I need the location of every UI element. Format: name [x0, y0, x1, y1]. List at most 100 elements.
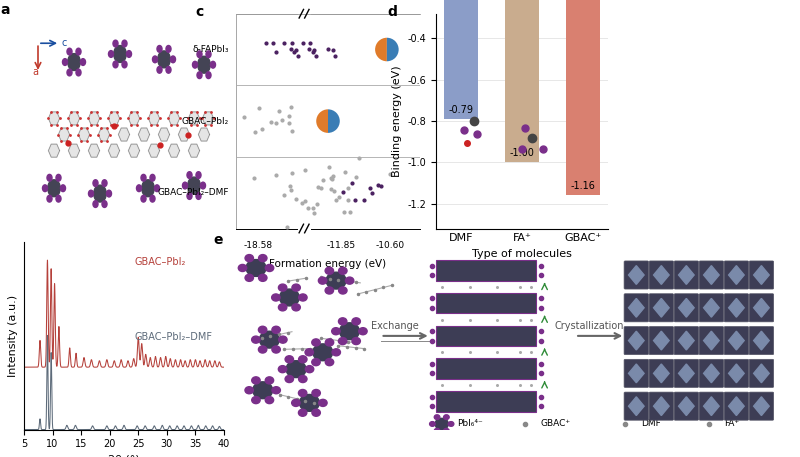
Polygon shape — [729, 331, 744, 350]
Circle shape — [197, 72, 202, 79]
Polygon shape — [138, 128, 150, 141]
Circle shape — [137, 185, 142, 191]
Polygon shape — [69, 112, 80, 125]
Circle shape — [109, 51, 114, 58]
FancyBboxPatch shape — [674, 392, 698, 420]
Circle shape — [338, 267, 347, 274]
Circle shape — [298, 294, 307, 301]
Polygon shape — [678, 298, 694, 317]
Polygon shape — [754, 364, 770, 383]
Circle shape — [56, 195, 61, 202]
Circle shape — [252, 397, 260, 404]
Circle shape — [312, 389, 320, 397]
Polygon shape — [202, 112, 214, 125]
Circle shape — [278, 284, 287, 291]
Circle shape — [312, 339, 320, 346]
Polygon shape — [654, 298, 669, 317]
Polygon shape — [98, 128, 110, 141]
Circle shape — [444, 415, 449, 420]
Polygon shape — [129, 112, 140, 125]
Circle shape — [153, 56, 158, 63]
Circle shape — [312, 409, 320, 416]
Circle shape — [338, 318, 347, 325]
Circle shape — [122, 40, 127, 47]
FancyBboxPatch shape — [749, 326, 774, 355]
FancyBboxPatch shape — [724, 294, 749, 322]
Circle shape — [182, 182, 187, 189]
Circle shape — [272, 387, 281, 394]
Text: PbI₆⁴⁻: PbI₆⁴⁻ — [458, 420, 483, 429]
Polygon shape — [654, 266, 669, 284]
Polygon shape — [729, 364, 744, 383]
Circle shape — [187, 192, 192, 199]
Circle shape — [245, 387, 254, 394]
Polygon shape — [629, 364, 644, 383]
Circle shape — [198, 56, 210, 73]
Polygon shape — [754, 397, 770, 415]
Circle shape — [326, 339, 334, 346]
Circle shape — [278, 366, 286, 373]
Circle shape — [157, 66, 162, 73]
Polygon shape — [89, 144, 100, 157]
Circle shape — [201, 182, 206, 189]
Circle shape — [142, 180, 154, 197]
Polygon shape — [58, 128, 70, 141]
FancyBboxPatch shape — [699, 392, 724, 420]
Polygon shape — [678, 266, 694, 284]
Polygon shape — [754, 266, 770, 284]
FancyBboxPatch shape — [436, 358, 536, 379]
Polygon shape — [678, 364, 694, 383]
Text: e: e — [214, 233, 223, 247]
Circle shape — [298, 356, 307, 363]
Polygon shape — [169, 112, 180, 125]
Circle shape — [114, 46, 126, 63]
GBAC–PbI₂–DMF — [169, 427, 178, 432]
Polygon shape — [629, 397, 644, 415]
Circle shape — [210, 61, 215, 68]
Polygon shape — [629, 331, 644, 350]
FancyBboxPatch shape — [699, 261, 724, 289]
Circle shape — [196, 172, 201, 179]
Text: GBAC–PbI₂: GBAC–PbI₂ — [182, 117, 229, 126]
FancyBboxPatch shape — [624, 326, 649, 355]
FancyBboxPatch shape — [674, 359, 698, 388]
Circle shape — [76, 48, 81, 55]
Text: GBAC–PbI₂: GBAC–PbI₂ — [134, 257, 186, 267]
FancyBboxPatch shape — [649, 261, 674, 289]
Circle shape — [188, 177, 200, 194]
FancyBboxPatch shape — [436, 260, 536, 281]
Text: -0.79: -0.79 — [448, 105, 473, 115]
Circle shape — [106, 190, 111, 197]
Circle shape — [352, 318, 360, 325]
Polygon shape — [654, 397, 669, 415]
Circle shape — [298, 389, 307, 397]
Circle shape — [102, 180, 107, 186]
Circle shape — [292, 284, 300, 291]
Text: DMF: DMF — [641, 420, 661, 429]
GBAC–PbI₂ — [169, 364, 178, 370]
FancyBboxPatch shape — [724, 261, 749, 289]
Text: d: d — [388, 5, 398, 19]
Polygon shape — [78, 128, 90, 141]
Circle shape — [332, 328, 340, 335]
Polygon shape — [109, 144, 120, 157]
Circle shape — [141, 195, 146, 202]
Circle shape — [358, 328, 367, 335]
Circle shape — [285, 376, 294, 383]
FancyBboxPatch shape — [699, 294, 724, 322]
Text: c: c — [61, 38, 66, 48]
FancyBboxPatch shape — [699, 326, 724, 355]
Polygon shape — [754, 298, 770, 317]
Circle shape — [258, 274, 267, 282]
Polygon shape — [149, 112, 160, 125]
Circle shape — [68, 53, 80, 70]
Circle shape — [338, 338, 347, 345]
Circle shape — [193, 61, 198, 68]
Circle shape — [246, 260, 266, 276]
FancyBboxPatch shape — [724, 359, 749, 388]
Polygon shape — [729, 266, 744, 284]
Polygon shape — [703, 364, 719, 383]
Circle shape — [81, 58, 86, 65]
Line: GBAC–PbI₂: GBAC–PbI₂ — [24, 260, 224, 367]
Circle shape — [67, 48, 72, 55]
